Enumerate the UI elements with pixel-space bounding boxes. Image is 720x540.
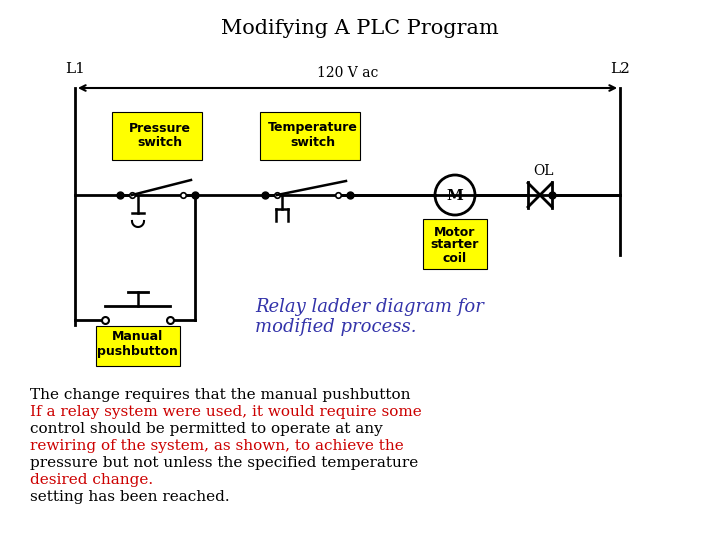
Text: Temperature: Temperature bbox=[268, 122, 357, 134]
Bar bbox=[260, 112, 360, 160]
Text: switch: switch bbox=[290, 137, 335, 150]
Text: Modifying A PLC Program: Modifying A PLC Program bbox=[221, 18, 499, 37]
Text: Motor: Motor bbox=[434, 226, 476, 239]
Text: pressure but not unless the specified temperature: pressure but not unless the specified te… bbox=[30, 456, 418, 470]
Bar bbox=[96, 326, 179, 366]
Bar bbox=[112, 112, 202, 160]
Text: OL: OL bbox=[533, 164, 553, 178]
Text: starter: starter bbox=[431, 239, 480, 252]
Text: Pressure: Pressure bbox=[128, 122, 191, 134]
Text: desired change.: desired change. bbox=[30, 473, 153, 487]
Text: Manual: Manual bbox=[112, 330, 163, 343]
Text: L1: L1 bbox=[65, 62, 85, 76]
Text: rewiring of the system, as shown, to achieve the: rewiring of the system, as shown, to ach… bbox=[30, 439, 404, 453]
Text: setting has been reached.: setting has been reached. bbox=[30, 490, 230, 504]
Text: M: M bbox=[446, 189, 464, 203]
Bar bbox=[423, 219, 487, 269]
Text: If a relay system were used, it would require some: If a relay system were used, it would re… bbox=[30, 405, 422, 419]
Text: modified process.: modified process. bbox=[255, 318, 416, 336]
Text: pushbutton: pushbutton bbox=[97, 345, 178, 357]
Text: Relay ladder diagram for: Relay ladder diagram for bbox=[255, 298, 484, 316]
Text: coil: coil bbox=[443, 252, 467, 265]
Text: control should be permitted to operate at any: control should be permitted to operate a… bbox=[30, 422, 383, 436]
Text: L2: L2 bbox=[610, 62, 630, 76]
Text: 120 V ac: 120 V ac bbox=[317, 66, 378, 80]
Text: switch: switch bbox=[137, 137, 182, 150]
Text: The change requires that the manual pushbutton: The change requires that the manual push… bbox=[30, 388, 410, 402]
